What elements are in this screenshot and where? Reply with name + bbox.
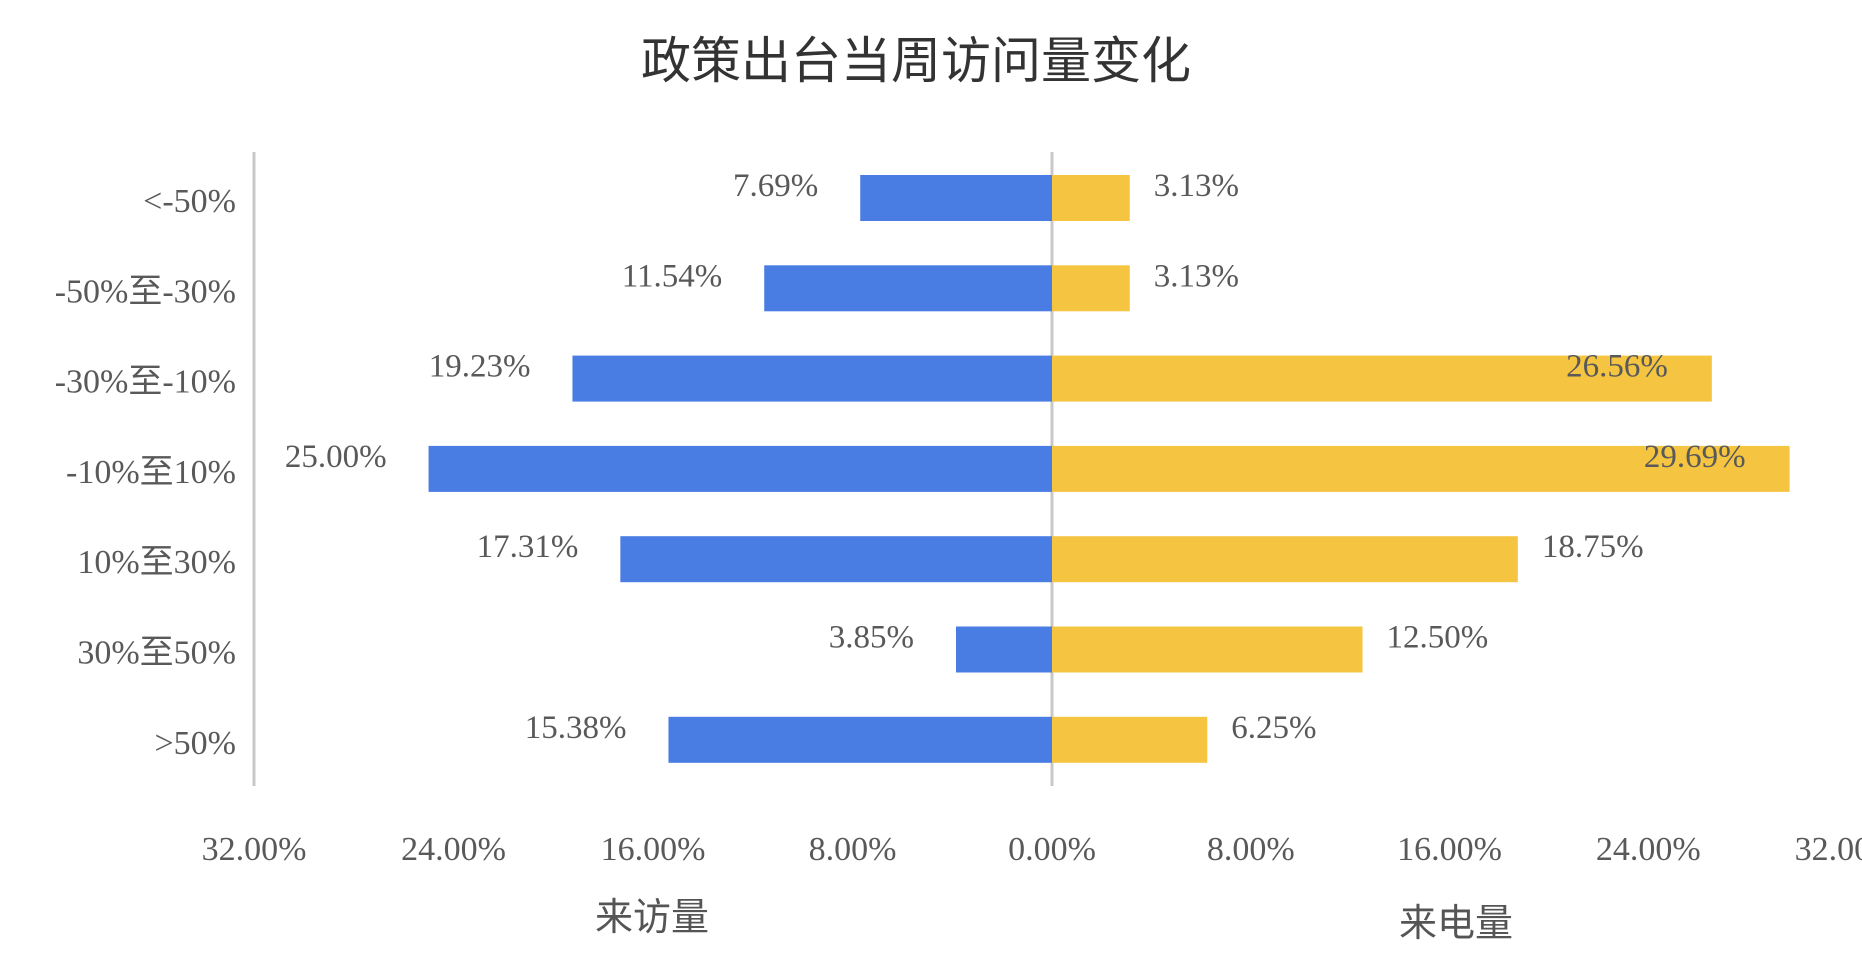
data-label-visits: 15.38% <box>525 710 627 746</box>
left-axis-tick-label: 8.00% <box>809 831 897 868</box>
bar-visits <box>572 355 1052 402</box>
left-axis-title: 来访量 <box>595 895 709 939</box>
bar-visits <box>860 175 1052 221</box>
category-label: <-50% <box>143 183 236 220</box>
data-label-calls: 29.69% <box>1644 439 1746 475</box>
bar-visits <box>620 536 1052 583</box>
left-axis-tick-label: 16.00% <box>601 831 706 868</box>
data-label-calls: 26.56% <box>1566 349 1668 385</box>
bar-calls <box>1052 716 1208 763</box>
bar-calls <box>1052 265 1130 312</box>
bar-visits <box>764 265 1052 312</box>
bar-visits <box>955 626 1052 673</box>
data-label-visits: 19.23% <box>429 349 531 385</box>
data-label-calls: 3.13% <box>1154 258 1239 294</box>
right-axis-title: 来电量 <box>1399 901 1513 945</box>
bar-calls <box>1052 175 1130 221</box>
right-axis-tick-label: 16.00% <box>1397 831 1502 868</box>
data-label-visits: 25.00% <box>285 439 387 475</box>
data-label-calls: 12.50% <box>1387 620 1489 656</box>
bar-calls <box>1052 626 1363 673</box>
right-axis-tick-label: 8.00% <box>1207 831 1295 868</box>
left-axis-tick-label: 24.00% <box>401 831 506 868</box>
data-label-visits: 3.85% <box>829 620 914 656</box>
category-label: 30%至50% <box>77 635 236 672</box>
data-label-visits: 7.69% <box>733 168 818 204</box>
chart-title: 政策出台当周访问量变化 <box>641 32 1191 90</box>
data-label-visits: 11.54% <box>622 258 723 294</box>
right-axis-tick-label: 32.00% <box>1795 831 1862 868</box>
data-label-calls: 3.13% <box>1154 168 1239 204</box>
category-label: -50%至-30% <box>55 273 236 310</box>
left-axis-tick-label: 0.00% <box>1008 831 1096 868</box>
left-axis-tick-label: 32.00% <box>202 831 307 868</box>
category-label: -10%至10% <box>66 454 236 491</box>
bar-calls <box>1052 445 1790 492</box>
bar-calls <box>1052 536 1518 583</box>
data-label-calls: 18.75% <box>1542 529 1644 565</box>
bar-visits <box>428 445 1052 492</box>
bar-visits <box>668 716 1052 763</box>
category-label: 10%至30% <box>77 544 236 581</box>
data-label-calls: 6.25% <box>1231 710 1316 746</box>
category-label: >50% <box>155 725 237 762</box>
right-axis-tick-label: 24.00% <box>1596 831 1701 868</box>
category-label: -30%至-10% <box>55 364 236 401</box>
data-label-visits: 17.31% <box>477 529 579 565</box>
bar-calls <box>1052 355 1712 402</box>
